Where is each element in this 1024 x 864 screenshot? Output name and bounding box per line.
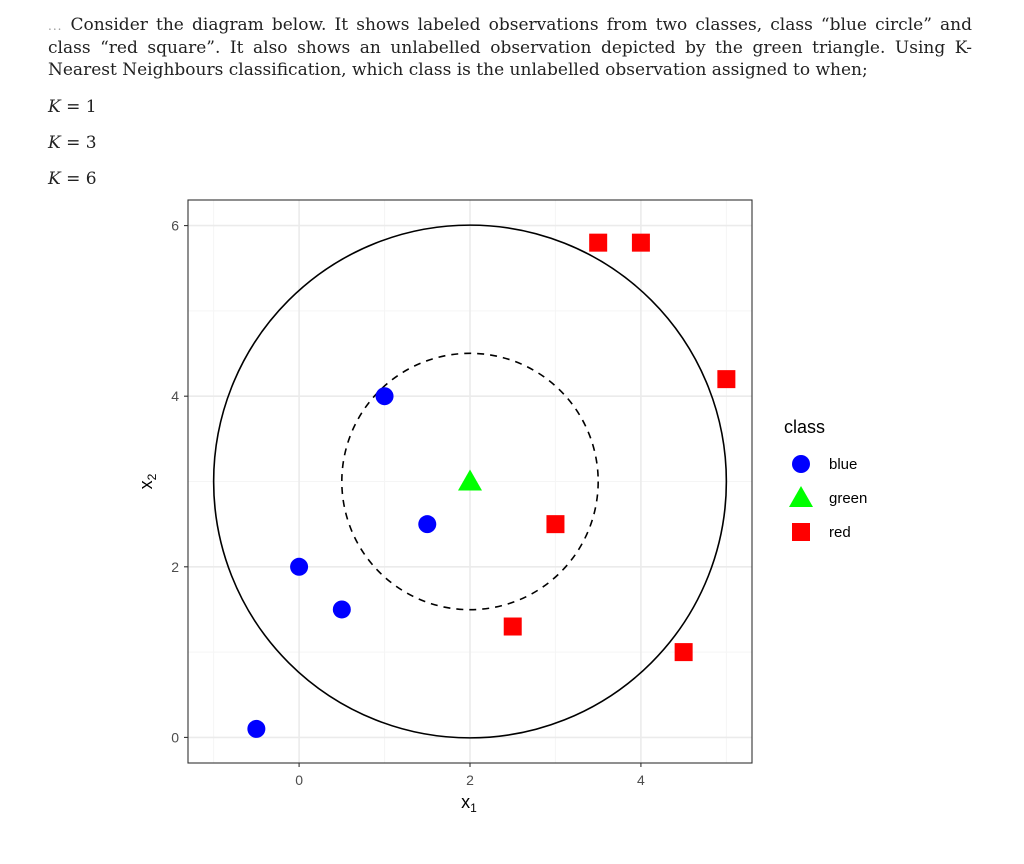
x-axis-subscript: 1	[470, 801, 477, 815]
equals-sign: =	[60, 169, 86, 189]
x-tick-label: 0	[295, 772, 303, 788]
equals-sign: =	[60, 97, 86, 117]
y-axis-title: x2	[136, 473, 159, 489]
red-square-point	[631, 233, 650, 252]
blue-circle-point	[418, 515, 437, 534]
k-variable: K	[48, 169, 61, 189]
red-square-point	[674, 643, 693, 662]
k-value: 6	[85, 169, 97, 189]
red-square-point	[589, 233, 608, 252]
solid-radius-circle	[212, 224, 728, 739]
dashed-radius-circle	[341, 352, 599, 611]
legend: class blue green red	[784, 417, 867, 541]
question-body: Consider the diagram below. It shows lab…	[48, 15, 972, 80]
legend-title: class	[784, 417, 825, 437]
k-variable: K	[48, 133, 61, 153]
x-tick-label: 4	[637, 772, 645, 788]
neighbour-radius-circles	[212, 224, 728, 739]
blue-circle-point	[332, 600, 351, 619]
blue-circle-point	[290, 557, 309, 576]
legend-red-icon	[792, 523, 810, 541]
k-variable: K	[48, 97, 61, 117]
legend-label-red: red	[829, 524, 851, 541]
x-axis-title: x1	[461, 792, 477, 815]
k-option-3: K = 3	[48, 133, 97, 153]
k-option-1: K = 1	[48, 97, 97, 117]
y-axis-subscript: 2	[145, 473, 159, 480]
red-square-point	[503, 617, 522, 636]
red-square-point	[717, 370, 736, 389]
blue-circle-point	[375, 387, 394, 406]
k-option-6: K = 6	[48, 169, 97, 189]
axis-ticks: 0 2 4 0 2 4 6	[171, 218, 645, 788]
data-points	[247, 233, 736, 738]
y-tick-label: 0	[171, 729, 179, 745]
y-tick-label: 4	[171, 388, 179, 404]
question-number: ...	[48, 19, 63, 33]
equals-sign: =	[60, 133, 86, 153]
blue-circle-point	[247, 719, 266, 738]
y-tick-label: 2	[171, 559, 179, 575]
question-text-block: ... Consider the diagram below. It shows …	[48, 14, 972, 81]
red-square-point	[546, 515, 565, 534]
legend-blue-icon	[792, 455, 810, 473]
legend-label-green: green	[829, 490, 867, 507]
legend-label-blue: blue	[829, 456, 857, 473]
k-value: 1	[85, 97, 97, 117]
green-triangle-point	[458, 469, 482, 491]
y-tick-label: 6	[171, 218, 179, 234]
x-tick-label: 2	[466, 772, 474, 788]
k-value: 3	[85, 133, 97, 153]
legend-green-icon	[789, 486, 813, 507]
